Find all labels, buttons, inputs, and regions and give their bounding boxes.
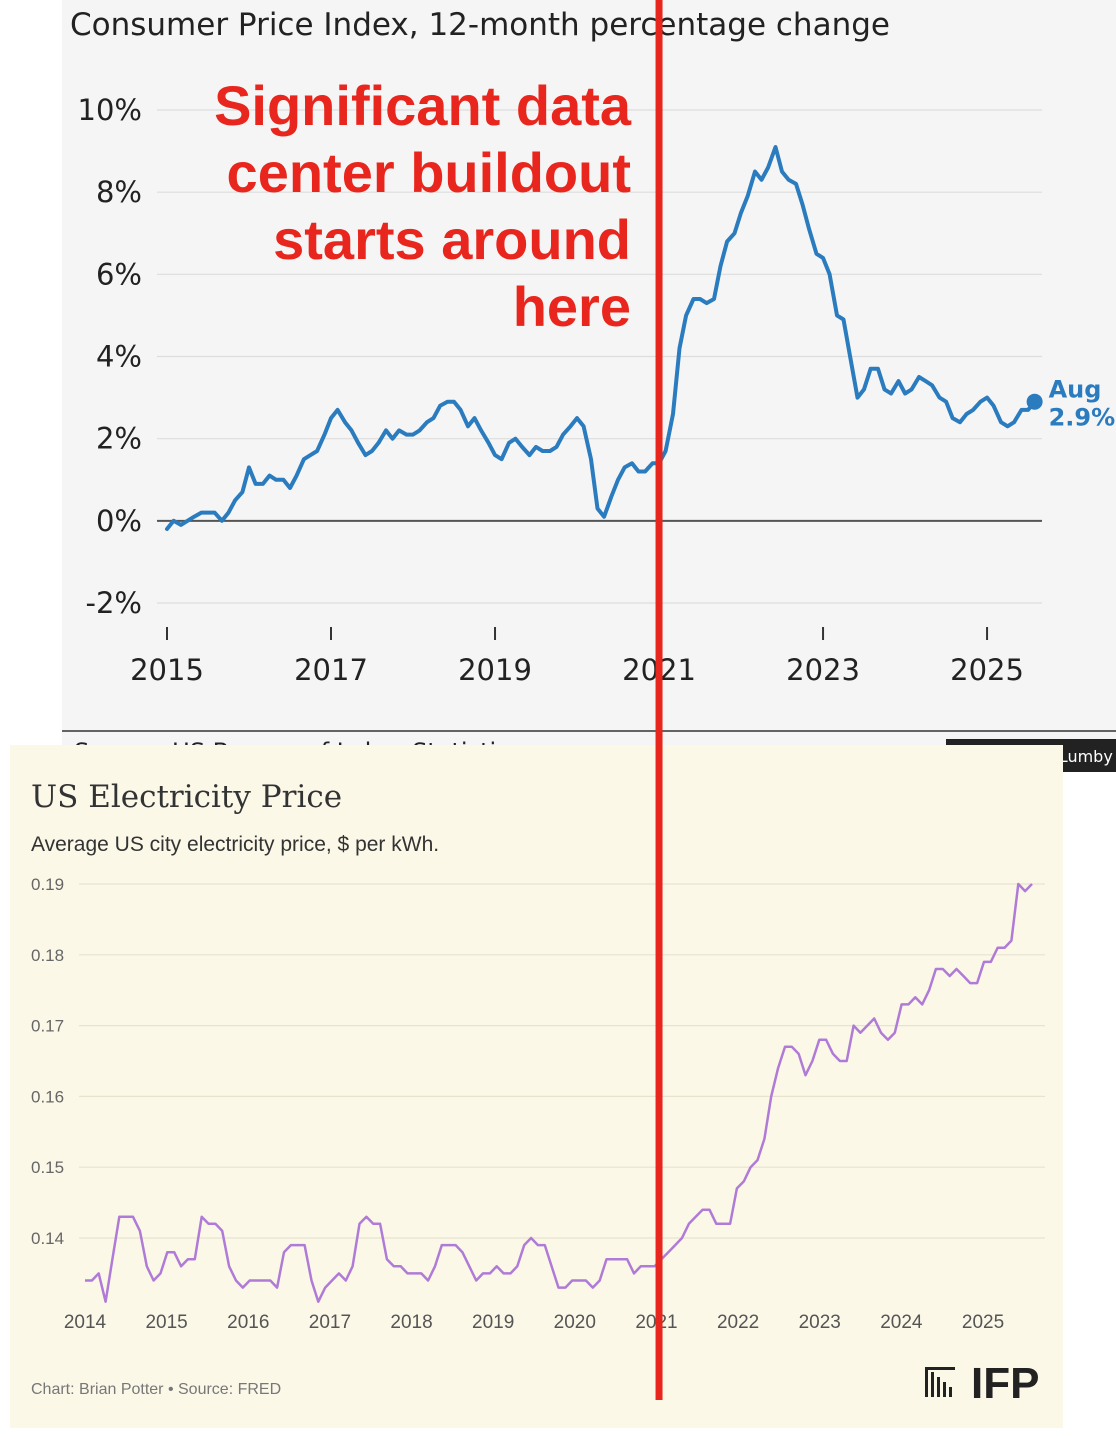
electricity-y-tick-label: 0.15	[31, 1158, 64, 1177]
cpi-y-tick-label: 6%	[96, 257, 142, 291]
electricity-x-tick-label: 2018	[390, 1312, 432, 1333]
ifp-logo-icon	[925, 1367, 955, 1397]
electricity-x-tick-label: 2021	[635, 1312, 677, 1333]
electricity-chart: US Electricity Price Average US city ele…	[31, 779, 1045, 1408]
cpi-x-tick-label: 2015	[130, 653, 204, 687]
cpi-x-tick-label: 2025	[950, 653, 1024, 687]
electricity-chart-title: US Electricity Price	[31, 779, 342, 815]
cpi-y-tick-label: 4%	[96, 340, 142, 374]
electricity-x-tick-label: 2015	[145, 1312, 187, 1333]
electricity-x-tick-label: 2023	[799, 1312, 841, 1333]
cpi-y-tick-label: -2%	[86, 586, 142, 620]
cpi-chart: Consumer Price Index, 12-month percentag…	[62, 7, 1116, 772]
electricity-y-tick-label: 0.14	[31, 1229, 64, 1248]
electricity-chart-footer: Chart: Brian Potter • Source: FRED	[31, 1381, 281, 1398]
cpi-y-tick-label: 2%	[96, 422, 142, 456]
cpi-endpoint-value: 2.9%	[1049, 404, 1116, 432]
cpi-y-tick-label: 8%	[96, 175, 142, 209]
electricity-x-tick-label: 2016	[227, 1312, 269, 1333]
ifp-logo-text: IFP	[971, 1359, 1039, 1408]
cpi-x-tick-label: 2021	[622, 653, 696, 687]
electricity-x-tick-label: 2020	[554, 1312, 596, 1333]
electricity-y-tick-label: 0.16	[31, 1087, 64, 1106]
cpi-y-tick-label: 10%	[78, 93, 142, 127]
cpi-y-tick-label: 0%	[96, 504, 142, 538]
electricity-x-tick-label: 2022	[717, 1312, 759, 1333]
electricity-chart-subtitle: Average US city electricity price, $ per…	[31, 833, 439, 856]
cpi-endpoint-month: Aug	[1049, 376, 1102, 404]
electricity-x-tick-label: 2025	[962, 1312, 1004, 1333]
electricity-x-tick-label: 2024	[880, 1312, 923, 1333]
electricity-series-line	[85, 882, 1033, 1303]
electricity-y-tick-label: 0.18	[31, 946, 64, 965]
electricity-y-tick-label: 0.19	[31, 875, 64, 894]
cpi-x-tick-label: 2019	[458, 653, 532, 687]
cpi-chart-title: Consumer Price Index, 12-month percentag…	[70, 7, 890, 43]
cpi-endpoint-marker	[1026, 393, 1043, 410]
cpi-x-tick-label: 2023	[786, 653, 860, 687]
cpi-series-line	[165, 145, 1037, 531]
electricity-x-tick-label: 2019	[472, 1312, 514, 1333]
electricity-x-tick-label: 2014	[64, 1312, 107, 1333]
electricity-x-tick-label: 2017	[309, 1312, 351, 1333]
electricity-chart-panel: US Electricity Price Average US city ele…	[10, 745, 1063, 1428]
electricity-y-tick-label: 0.17	[31, 1017, 64, 1036]
cpi-x-tick-label: 2017	[294, 653, 368, 687]
cpi-chart-panel: Consumer Price Index, 12-month percentag…	[62, 0, 1116, 772]
